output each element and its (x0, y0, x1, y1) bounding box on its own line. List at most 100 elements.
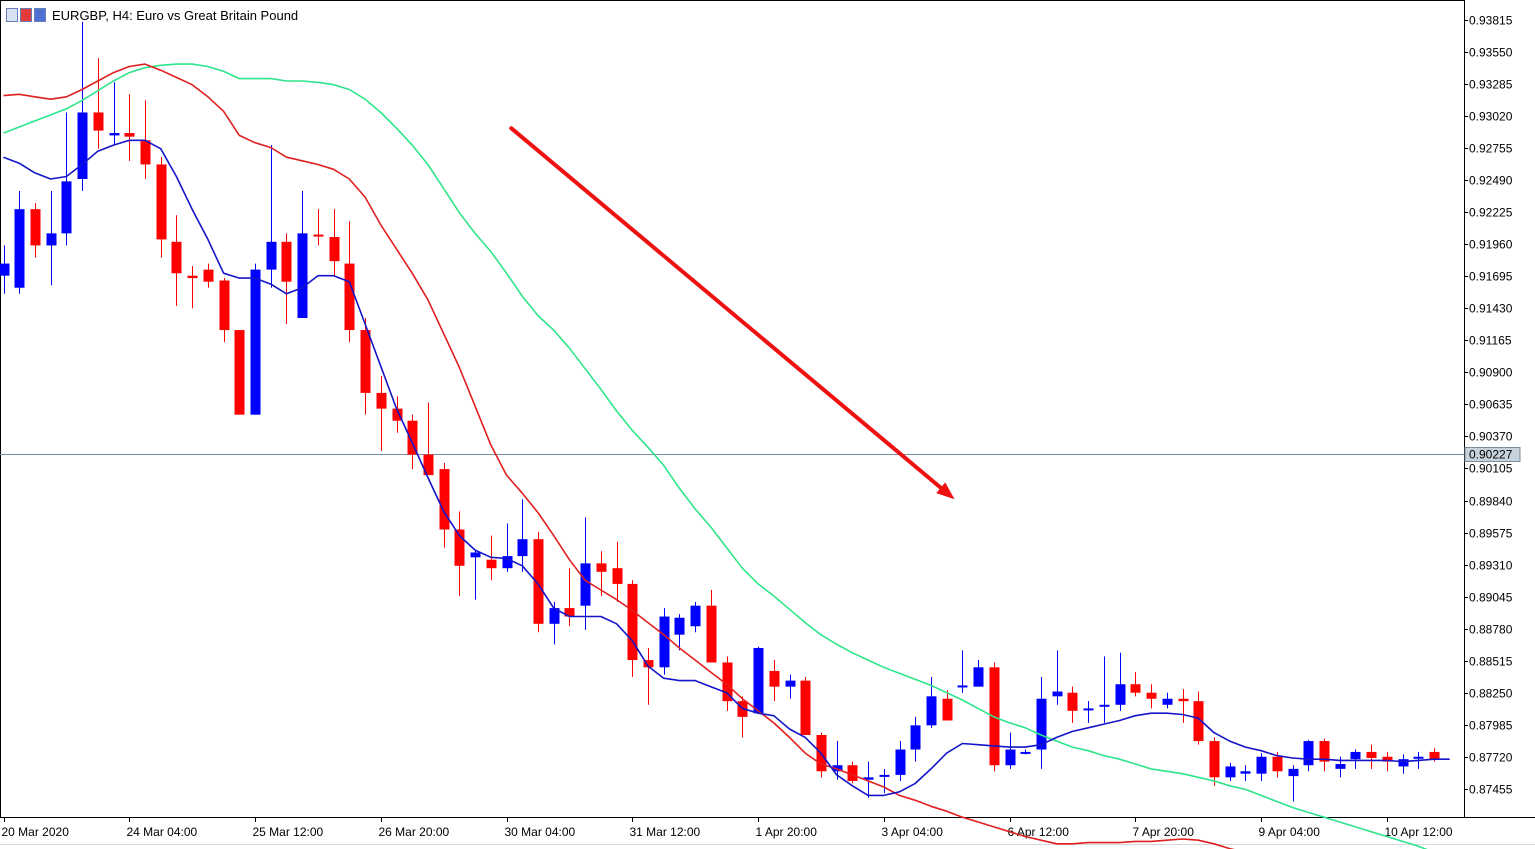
candle (942, 690, 953, 721)
candle (1288, 765, 1299, 802)
candle-body-bear (706, 605, 717, 663)
candle-body-bull (957, 685, 968, 688)
candle (439, 463, 450, 548)
candle (800, 676, 811, 736)
price-tick-label: 0.87720 (1469, 751, 1513, 765)
candle-body-bull (1335, 764, 1346, 769)
candle-body-bear (769, 670, 780, 687)
candle (1036, 676, 1047, 769)
candle (470, 550, 481, 600)
price-tick-label: 0.88515 (1469, 655, 1513, 669)
candle-body-bull (580, 563, 591, 606)
candle-body-bull (549, 608, 560, 624)
candle-body-bull (973, 667, 984, 687)
trend-arrow-shaft[interactable] (509, 126, 943, 490)
time-tick-label: 24 Mar 04:00 (127, 825, 198, 839)
time-tick-label: 30 Mar 04:00 (505, 825, 576, 839)
candle-body-bull (1225, 766, 1236, 778)
candle-body-bull (1303, 741, 1314, 766)
price-tick-label: 0.91165 (1469, 334, 1512, 348)
candle (1350, 749, 1361, 769)
candle-body-bull (879, 774, 890, 777)
candle (1162, 692, 1173, 709)
candle (659, 608, 670, 675)
candle-body-bull (785, 680, 796, 687)
candle (0, 245, 10, 294)
candle (502, 523, 513, 572)
candle-body-bear (124, 133, 135, 137)
price-tick-label: 0.93285 (1469, 78, 1513, 92)
price-axis: 0.93815 0.93550 0.93285 0.93020 0.92755 0.924… (1464, 14, 1513, 797)
candle (1240, 765, 1251, 781)
candle-body-bear (800, 680, 811, 736)
candles (0, 21, 1440, 802)
candle (1020, 749, 1031, 755)
candle (297, 191, 308, 318)
candle-body-bull (470, 552, 481, 558)
candle (722, 656, 733, 711)
candle-body-bear (1146, 692, 1157, 699)
window-icon-part (6, 8, 18, 22)
candle-body-bull (926, 696, 937, 726)
candle-body-bear (643, 660, 654, 668)
price-tick-label: 0.88780 (1469, 623, 1513, 637)
candle-body-bear (1209, 741, 1220, 778)
candle-body-bull (1256, 756, 1267, 774)
candle-body-bear (219, 280, 230, 331)
price-tick-label: 0.90370 (1469, 430, 1513, 444)
candle-body-bear (423, 454, 434, 476)
chart-title-bar: EURGBP, H4: Euro vs Great Britain Pound (6, 6, 298, 24)
time-tick-label: 20 Mar 2020 (2, 825, 70, 839)
candle-body-bull (910, 725, 921, 750)
time-tick-label: 10 Apr 12:00 (1385, 825, 1453, 839)
price-tick-label: 0.87455 (1469, 783, 1513, 797)
candle-body-bull (1099, 704, 1110, 707)
candle (14, 191, 25, 294)
candle-body-bear (376, 392, 387, 409)
candle (46, 191, 57, 286)
chart-window-icon[interactable] (6, 8, 46, 22)
candle-body-bear (612, 568, 623, 584)
candle (879, 768, 890, 794)
candle-body-bull (1413, 756, 1424, 759)
candle-body-bear (1193, 701, 1204, 742)
candle (219, 278, 230, 343)
candle (769, 660, 780, 702)
candle-body-bull (14, 209, 25, 288)
candle-body-bull (659, 616, 670, 668)
candle (1005, 732, 1016, 769)
candle-body-bear (203, 269, 214, 282)
candle-body-bear (1319, 741, 1330, 762)
candle-body-bear (596, 563, 607, 572)
candle-body-bear (1429, 751, 1440, 760)
candle (612, 541, 623, 603)
candle (517, 499, 528, 572)
candle (1146, 684, 1157, 709)
candle-body-bear (30, 209, 41, 246)
price-tick-label: 0.89840 (1469, 495, 1513, 509)
candle-body-bear (486, 559, 497, 569)
candle-body-bull (832, 765, 843, 772)
price-tick-label: 0.89045 (1469, 591, 1513, 605)
candle-body-bull (1115, 684, 1126, 705)
candle-body-bear (360, 330, 371, 393)
candle (313, 209, 324, 246)
price-tick-label: 0.88250 (1469, 687, 1513, 701)
price-tick-label: 0.93020 (1469, 110, 1513, 124)
candle (1382, 751, 1393, 772)
candle (30, 203, 41, 258)
candle (423, 402, 434, 476)
candle (643, 647, 654, 705)
candle-body-bear (313, 234, 324, 237)
candle-body-bear (989, 667, 1000, 766)
candle-body-bull (863, 777, 874, 780)
candle-body-bear (140, 140, 151, 165)
trend-arrow[interactable] (509, 126, 955, 500)
trend-arrow-head[interactable] (936, 482, 955, 500)
candle (1115, 652, 1126, 711)
candle (895, 741, 906, 781)
moving-averages (3, 63, 1450, 849)
candle (124, 94, 135, 161)
